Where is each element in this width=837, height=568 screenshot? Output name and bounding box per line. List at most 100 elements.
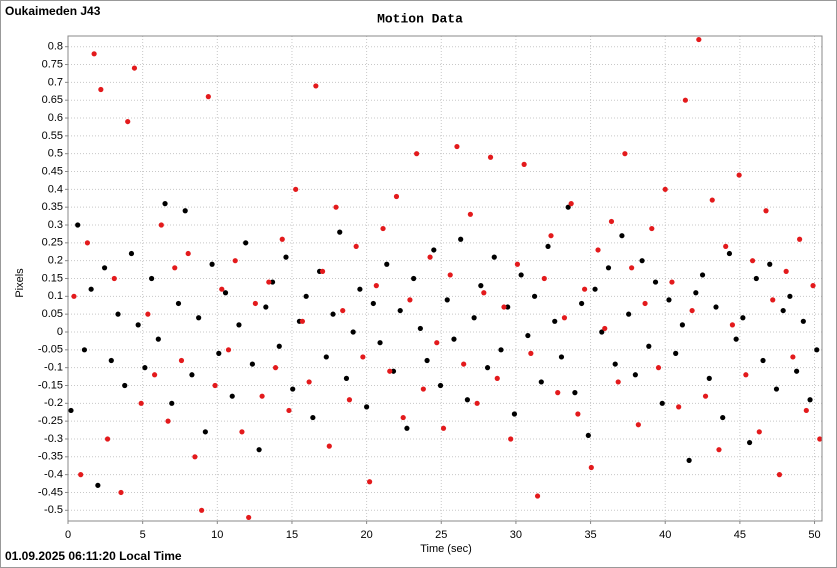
point — [723, 243, 729, 250]
point — [635, 422, 641, 428]
point — [199, 507, 205, 513]
y-tick-label: 0.7 — [48, 76, 63, 88]
point — [272, 365, 279, 371]
point — [602, 325, 608, 332]
point — [545, 243, 551, 250]
point — [689, 307, 695, 314]
point — [283, 254, 289, 260]
y-tick-label: 0.3 — [48, 219, 63, 231]
point — [323, 354, 329, 360]
x-tick-label: 50 — [808, 529, 820, 541]
point — [178, 357, 185, 364]
point — [720, 414, 726, 421]
point — [622, 151, 628, 157]
point — [115, 311, 121, 317]
point — [525, 332, 531, 339]
point — [561, 315, 568, 321]
point — [397, 307, 403, 314]
point — [555, 390, 561, 396]
point — [239, 429, 245, 435]
point — [501, 304, 507, 310]
point — [797, 236, 803, 242]
point — [508, 436, 514, 442]
point — [343, 375, 350, 381]
y-tick-label: 0.8 — [48, 41, 63, 53]
point — [101, 265, 108, 271]
point — [669, 279, 675, 285]
point — [608, 218, 615, 225]
point — [511, 411, 518, 417]
point — [414, 151, 420, 157]
point — [306, 379, 312, 385]
point — [122, 382, 128, 389]
point — [259, 393, 265, 399]
y-tick-label: 0.5 — [48, 148, 63, 160]
x-tick-label: 45 — [734, 529, 746, 541]
point — [142, 365, 148, 371]
x-tick-label: 30 — [510, 529, 522, 541]
point — [219, 286, 225, 292]
point — [706, 375, 712, 381]
point — [209, 261, 215, 267]
point — [729, 322, 736, 328]
point — [666, 297, 672, 303]
point — [75, 222, 81, 228]
point — [95, 482, 101, 488]
point — [676, 404, 682, 410]
point — [632, 372, 638, 378]
point — [458, 236, 464, 242]
point — [91, 51, 97, 57]
point — [696, 36, 702, 43]
point — [471, 315, 477, 321]
x-axis-label: Time (sec) — [420, 543, 472, 555]
point — [451, 336, 457, 342]
point — [541, 275, 547, 282]
point — [484, 365, 491, 371]
point — [135, 322, 141, 328]
point — [814, 347, 820, 353]
chart-title: Motion Data — [377, 11, 463, 26]
point — [514, 261, 521, 267]
point — [78, 472, 84, 478]
point — [817, 436, 823, 442]
y-tick-label: -0.05 — [38, 344, 63, 356]
x-tick-label: 25 — [435, 529, 447, 541]
point — [249, 361, 255, 367]
point — [346, 397, 353, 403]
point — [534, 493, 541, 499]
point — [646, 343, 652, 349]
point — [783, 268, 789, 274]
point — [118, 489, 124, 496]
y-tick-label: 0.15 — [42, 272, 63, 284]
point — [266, 279, 272, 285]
point — [461, 361, 467, 367]
point — [655, 365, 662, 371]
point — [225, 347, 232, 353]
point — [360, 354, 366, 360]
y-tick-label: -0.2 — [44, 397, 63, 409]
point — [733, 336, 739, 342]
point — [619, 233, 625, 239]
point — [155, 336, 161, 342]
point — [599, 329, 605, 335]
point — [145, 311, 151, 317]
point — [434, 340, 440, 346]
point — [279, 236, 285, 242]
point — [612, 361, 618, 367]
point — [810, 283, 816, 289]
point — [440, 425, 447, 431]
point — [326, 443, 332, 449]
point — [431, 247, 437, 253]
point — [659, 400, 665, 406]
point — [487, 154, 494, 160]
point — [420, 386, 426, 392]
point — [108, 357, 114, 364]
points — [68, 36, 823, 521]
point — [175, 300, 182, 307]
point — [196, 315, 202, 321]
point — [286, 407, 292, 414]
point — [652, 279, 659, 285]
point — [743, 372, 749, 378]
point — [592, 286, 598, 292]
